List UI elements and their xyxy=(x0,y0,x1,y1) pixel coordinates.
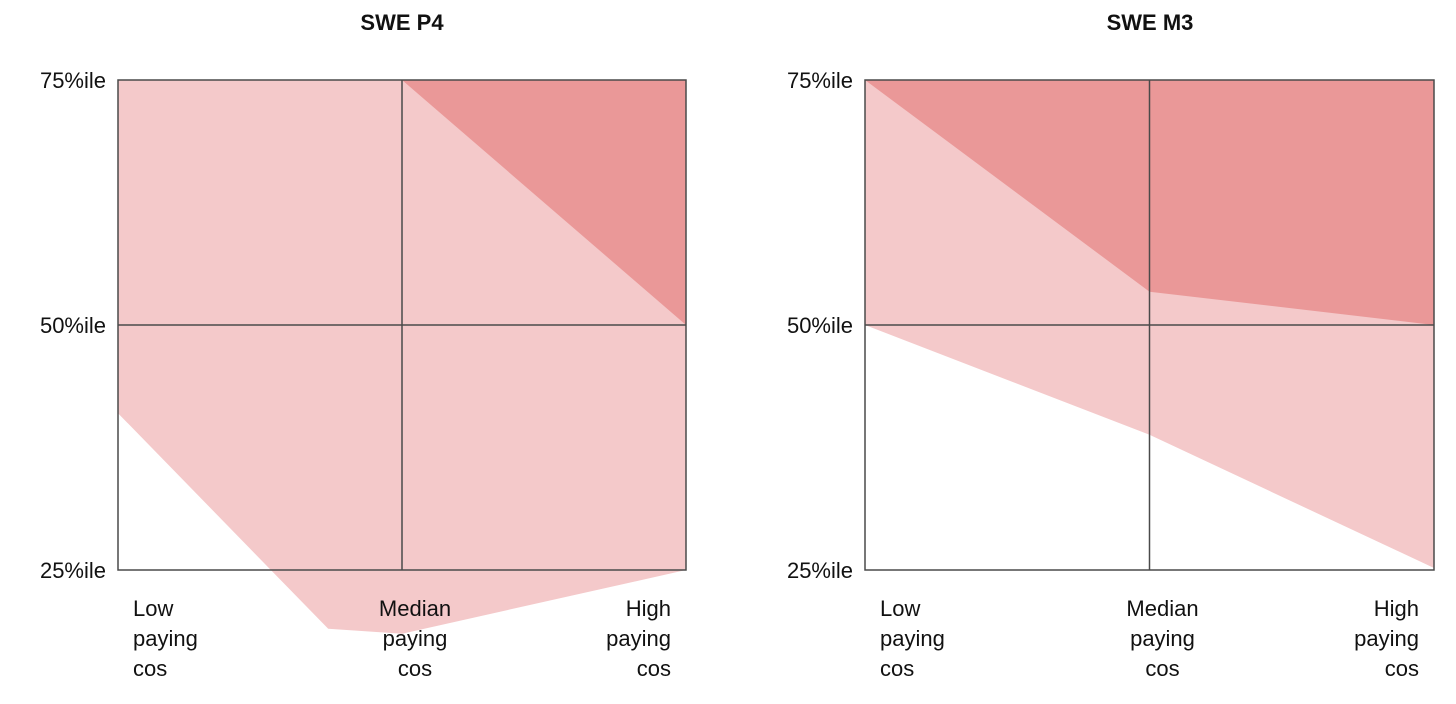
x-tick-label-line: Median xyxy=(1126,596,1198,621)
chart-title: SWE M3 xyxy=(1106,10,1194,35)
x-tick-label-line: paying xyxy=(1130,626,1195,651)
x-tick-label: Low paying cos xyxy=(880,596,945,681)
y-tick-label: 50%ile xyxy=(787,313,853,338)
x-tick-label-line: paying xyxy=(606,626,671,651)
chart-panel-swe-p4: SWE P4 25%ile 50%ile 75%ile Low paying cos Med… xyxy=(40,10,687,681)
chart-svg: 25%ile 50%ile 75%ile Low paying cos Median payi… xyxy=(40,68,687,681)
x-tick-label-line: paying xyxy=(880,626,945,651)
x-tick-label-line: cos xyxy=(880,656,914,681)
x-tick-label: Median paying cos xyxy=(1126,596,1198,681)
x-tick-label: Median paying cos xyxy=(379,596,451,681)
x-tick-label-line: paying xyxy=(1354,626,1419,651)
x-tick-label: High paying cos xyxy=(1354,596,1419,681)
x-tick-label-line: cos xyxy=(1145,656,1179,681)
x-tick-label-line: paying xyxy=(383,626,448,651)
x-tick-label-line: cos xyxy=(398,656,432,681)
chart-panel-swe-m3: SWE M3 25%ile 50%ile 75%ile Low paying cos Med… xyxy=(728,0,1456,704)
y-tick-label: 25%ile xyxy=(40,558,106,583)
x-tick-label: High paying cos xyxy=(606,596,671,681)
x-tick-label-line: cos xyxy=(637,656,671,681)
y-tick-label: 75%ile xyxy=(787,68,853,93)
y-tick-label: 50%ile xyxy=(40,313,106,338)
chart-title: SWE P4 xyxy=(360,10,444,35)
y-tick-label: 75%ile xyxy=(40,68,106,93)
x-tick-label-line: Low xyxy=(133,596,173,621)
x-tick-label: Low paying cos xyxy=(133,596,198,681)
x-tick-label-line: Low xyxy=(880,596,920,621)
x-tick-label-line: Median xyxy=(379,596,451,621)
x-tick-label-line: paying xyxy=(133,626,198,651)
y-tick-label: 25%ile xyxy=(787,558,853,583)
x-tick-label-line: cos xyxy=(133,656,167,681)
dark-band-area xyxy=(402,80,686,325)
x-tick-label-line: High xyxy=(1374,596,1419,621)
x-tick-label-line: High xyxy=(626,596,671,621)
x-tick-label-line: cos xyxy=(1385,656,1419,681)
chart-svg: 25%ile 50%ile 75%ile Low paying cos Median payi… xyxy=(787,68,1435,681)
